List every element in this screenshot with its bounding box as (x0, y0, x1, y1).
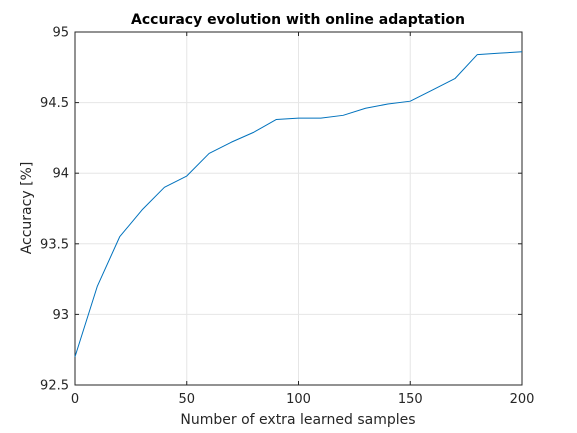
data-point (320, 118, 321, 119)
data-point (119, 236, 120, 237)
data-point (365, 108, 366, 109)
data-point (209, 153, 210, 154)
data-point (253, 132, 254, 133)
x-tick-label: 200 (510, 392, 535, 407)
data-point (164, 187, 165, 188)
x-tick-label: 100 (286, 392, 311, 407)
y-tick-label: 93 (52, 308, 69, 323)
x-tick-label: 150 (398, 392, 423, 407)
data-point (432, 89, 433, 90)
data-point (499, 53, 500, 54)
data-point (410, 101, 411, 102)
data-point (298, 118, 299, 119)
data-point (75, 356, 76, 357)
data-point (522, 51, 523, 52)
data-point (387, 104, 388, 105)
y-tick-label: 92.5 (40, 379, 69, 394)
y-tick-label: 95 (52, 26, 69, 41)
y-axis-label: Accuracy [%] (19, 162, 35, 255)
grid (74, 31, 523, 386)
data-point (454, 78, 455, 79)
data-point (276, 119, 277, 120)
chart-title: Accuracy evolution with online adaptatio… (131, 12, 465, 28)
y-tick-label: 94 (52, 167, 69, 182)
series-layer (74, 51, 523, 357)
x-axis-label: Number of extra learned samples (180, 412, 415, 428)
x-tick-label: 0 (71, 392, 79, 407)
y-tick-label: 94.5 (40, 96, 69, 111)
data-point (142, 209, 143, 210)
data-point (97, 286, 98, 287)
x-tick-label: 50 (178, 392, 195, 407)
data-point (477, 54, 478, 55)
data-point (186, 176, 187, 177)
data-point (343, 115, 344, 116)
axis-ticks: 0 50 100 150 200 92.5 93 93.5 94 94.5 95 (40, 26, 534, 408)
y-tick-label: 93.5 (40, 237, 69, 252)
data-point (231, 142, 232, 143)
series-line (74, 51, 523, 357)
